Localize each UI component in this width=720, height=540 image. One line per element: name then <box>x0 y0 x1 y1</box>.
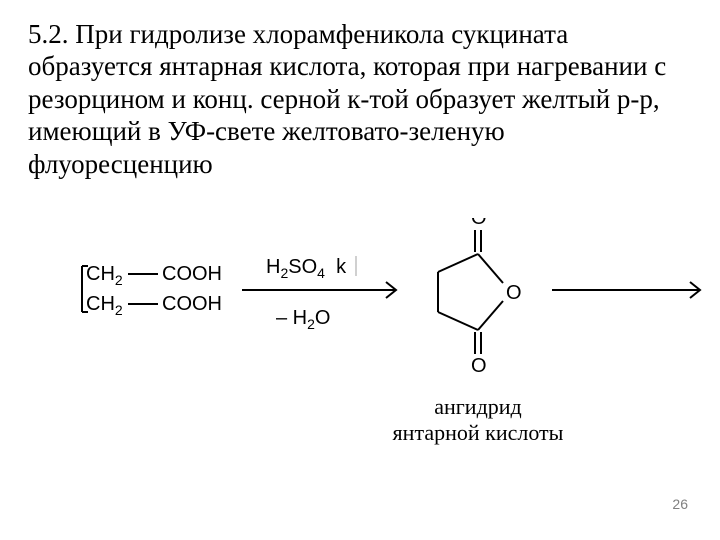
reactant-cooh-1: COOH <box>162 263 222 285</box>
atom-O-top: O <box>471 218 487 229</box>
product-structure <box>438 230 503 354</box>
page-number: 26 <box>672 496 688 512</box>
product-caption-1: ангидрид <box>434 394 522 419</box>
body-paragraph: 5.2. При гидролизе хлорамфеникола сукцин… <box>28 18 692 180</box>
cond-minus-h2o: – H2O <box>276 307 330 332</box>
cond-h2so4: H2SO4 k <box>266 256 347 281</box>
reactant-ch2-2: CH2 <box>86 293 123 318</box>
reactant-ch2-1: CH2 <box>86 263 123 288</box>
product-caption-2: янтарной кислоты <box>393 420 564 445</box>
reactant-cooh-2: COOH <box>162 293 222 315</box>
arrow-2 <box>552 282 700 298</box>
arrow-1 <box>242 282 396 298</box>
atom-O-ring: O <box>506 282 522 304</box>
reaction-scheme: CH2 COOH CH2 COOH H2SO4 <box>0 218 720 478</box>
atom-O-bottom: O <box>471 355 487 377</box>
